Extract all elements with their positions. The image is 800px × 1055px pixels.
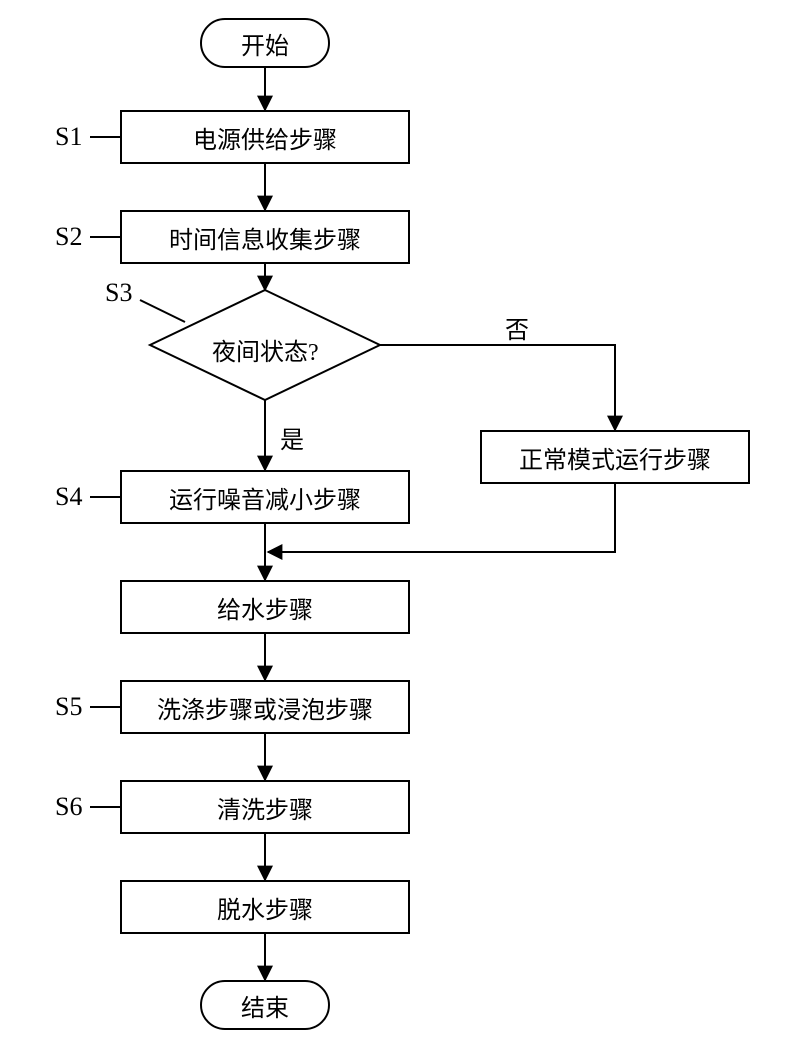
- tag-s5: S5: [55, 692, 82, 722]
- water-supply-label: 给水步骤: [217, 590, 313, 625]
- tag-s6: S6: [55, 792, 82, 822]
- decision-s3-label: 夜间状态?: [212, 332, 319, 367]
- edge-label-yes: 是: [280, 420, 304, 455]
- step-s2-box: 时间信息收集步骤: [120, 210, 410, 264]
- decision-s3: 夜间状态?: [150, 290, 380, 400]
- end-label: 结束: [241, 988, 289, 1023]
- end-terminator: 结束: [200, 980, 330, 1030]
- tag-s2: S2: [55, 222, 82, 252]
- spin-box: 脱水步骤: [120, 880, 410, 934]
- tag-s1: S1: [55, 122, 82, 152]
- normal-mode-label: 正常模式运行步骤: [519, 440, 711, 475]
- water-supply-box: 给水步骤: [120, 580, 410, 634]
- start-terminator: 开始: [200, 18, 330, 68]
- tag-s3: S3: [105, 278, 132, 308]
- step-s4-label: 运行噪音减小步骤: [169, 480, 361, 515]
- step-s1-box: 电源供给步骤: [120, 110, 410, 164]
- step-s4-box: 运行噪音减小步骤: [120, 470, 410, 524]
- step-s5-label: 洗涤步骤或浸泡步骤: [157, 690, 373, 725]
- normal-mode-box: 正常模式运行步骤: [480, 430, 750, 484]
- edge-label-no: 否: [505, 310, 529, 345]
- step-s6-label: 清洗步骤: [217, 790, 313, 825]
- step-s5-box: 洗涤步骤或浸泡步骤: [120, 680, 410, 734]
- start-label: 开始: [241, 26, 289, 61]
- step-s1-label: 电源供给步骤: [193, 120, 337, 155]
- tag-s4: S4: [55, 482, 82, 512]
- step-s2-label: 时间信息收集步骤: [169, 220, 361, 255]
- spin-label: 脱水步骤: [217, 890, 313, 925]
- step-s6-box: 清洗步骤: [120, 780, 410, 834]
